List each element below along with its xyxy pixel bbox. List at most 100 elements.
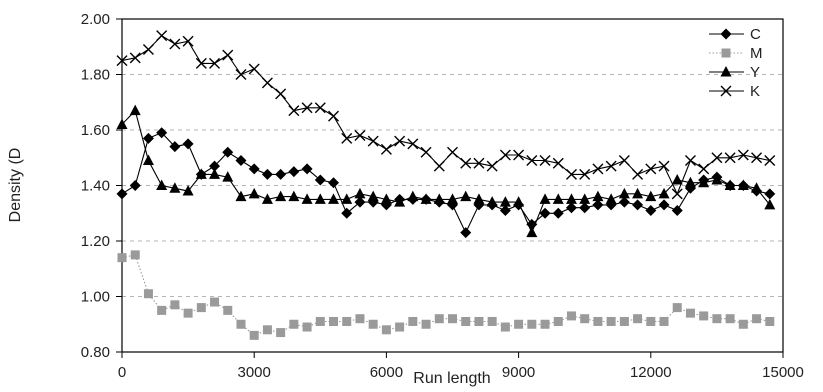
x-axis-title: Run length (413, 370, 490, 387)
y-tick-label: 1.60 (81, 122, 110, 139)
series-y-point (248, 187, 260, 199)
series-c-point (539, 207, 551, 219)
series-k-point (116, 55, 128, 67)
legend-marker (720, 66, 732, 77)
axis-ticks: 0.80 1.00 1.20 1.40 1.60 1.80 2.00 0 3000 6000 900… (81, 11, 804, 381)
series-c-point (209, 160, 221, 172)
series-m-point (157, 305, 167, 315)
series-c-point (142, 132, 154, 144)
series-m-point (712, 314, 722, 324)
series-k-point (526, 155, 538, 167)
series-c-point (314, 174, 326, 186)
series-y-point (605, 193, 617, 204)
series-c-point (129, 180, 141, 191)
series-k-point (513, 149, 525, 161)
series-k-point (169, 38, 181, 50)
x-tick-label: 9000 (502, 364, 535, 381)
series-y-point (473, 193, 485, 204)
series-k-point (182, 35, 194, 47)
series-k-point (618, 155, 630, 167)
series-m-point (368, 319, 378, 329)
series-m-point (143, 289, 153, 299)
series-c-point (671, 204, 683, 216)
series-y-point (261, 193, 273, 204)
legend-item-k: K (709, 83, 760, 100)
series-m-point (408, 316, 418, 326)
series-y-point (301, 193, 313, 204)
series-k-point (261, 77, 273, 89)
y-tick-label: 1.20 (81, 233, 110, 250)
series-k-point (341, 132, 353, 144)
series-y-point (579, 193, 591, 204)
series-k-point (275, 88, 287, 100)
series-m-point (395, 322, 405, 332)
series-k-point (209, 57, 221, 69)
series-y-point (499, 196, 511, 207)
y-axis-title: Density (D (7, 148, 24, 223)
series-k-point (380, 143, 392, 155)
series-k-point (698, 163, 710, 175)
series-m-point (527, 319, 537, 329)
series-c-point (618, 196, 630, 208)
legend-label: K (750, 83, 760, 100)
series-m-point (738, 319, 748, 329)
series-m-point (434, 314, 444, 324)
series-k-point (142, 44, 154, 56)
series-m-point (183, 308, 193, 318)
series-m-point (130, 250, 140, 260)
series-k-point (288, 105, 300, 117)
series-m-point (580, 314, 590, 324)
series-k-point (248, 63, 260, 75)
series-k-point (724, 152, 736, 164)
series-y-point (129, 104, 141, 116)
series-k-point (499, 149, 511, 161)
series-m-point (752, 314, 762, 324)
series-y-point (367, 190, 379, 202)
series-group (116, 30, 776, 340)
legend-label: M (750, 45, 763, 62)
series-y-point (764, 198, 776, 210)
series-k-point (447, 146, 458, 158)
series-y-point (433, 193, 445, 204)
series-m-point (461, 316, 471, 326)
series-c-point (328, 177, 340, 189)
series-y-point (618, 187, 630, 199)
series-y-point (645, 190, 657, 202)
series-y-point (565, 193, 577, 204)
series-m-point (500, 322, 510, 332)
series-m (117, 250, 775, 340)
series-m-point (329, 316, 339, 326)
legend-marker (720, 28, 732, 40)
series-y-point (142, 154, 154, 166)
series-y-point (539, 193, 551, 204)
series-m-point (566, 311, 576, 321)
series-c-point (354, 196, 366, 208)
series-k-point (751, 152, 763, 164)
series-m-point (342, 316, 352, 326)
series-c-point (764, 188, 776, 200)
x-tick-label: 3000 (238, 364, 271, 381)
series-c-point (182, 138, 194, 150)
grid-lines (122, 74, 783, 297)
series-y-point (526, 226, 538, 238)
series-c-point (248, 163, 260, 175)
series-k-point (394, 135, 406, 147)
series-m-point (514, 319, 524, 329)
series-y-point (328, 193, 340, 204)
series-k-point (671, 188, 683, 200)
series-m-point (170, 300, 180, 310)
series-k-point (565, 168, 577, 180)
x-tick-label: 6000 (370, 364, 403, 381)
series-c-point (169, 141, 181, 153)
series-c-point (499, 204, 511, 216)
x-tick-label: 12000 (630, 364, 672, 381)
series-m-point (302, 322, 312, 332)
series-m-point (765, 316, 775, 326)
series-y-point (552, 193, 564, 204)
series-c-point (222, 146, 234, 158)
series-k-point (222, 49, 234, 61)
series-k-point (579, 168, 591, 180)
series-c-point (341, 207, 353, 219)
series-m-point (315, 316, 325, 326)
series-k-point (407, 138, 419, 150)
